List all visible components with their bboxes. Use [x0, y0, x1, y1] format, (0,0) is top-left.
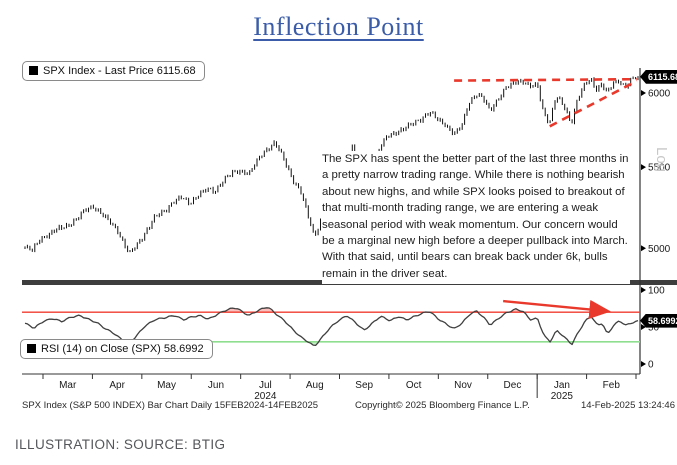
month-label-dec: Dec [504, 380, 522, 391]
rsi-legend-swatch-icon [27, 344, 36, 353]
price-5000-tick-icon [641, 245, 646, 252]
price-5000-label: 5000 [648, 244, 671, 255]
momentum-arrow [503, 299, 611, 320]
rsi-legend-label: RSI (14) on Close (SPX) 58.6992 [41, 343, 204, 355]
price-tag: 6115.68 [640, 69, 677, 84]
price-6000-tick-icon [641, 90, 646, 96]
footer-copyright: Copyright© 2025 Bloomberg Finance L.P. [355, 400, 530, 411]
month-label-jun: Jun [208, 380, 224, 391]
month-label-apr: Apr [109, 380, 125, 391]
chart-title: Inflection Point [253, 12, 424, 41]
price-5500-tick-icon [641, 164, 646, 171]
resistance-trendline [454, 77, 637, 82]
rsi-50-tick-icon [641, 324, 646, 330]
rsi-tag: 58.6992 [640, 313, 677, 328]
price-legend-swatch-icon [29, 66, 38, 75]
year-label-2024: 2024 [254, 391, 277, 402]
price-legend: SPX Index - Last Price 6115.68 [22, 61, 205, 81]
month-label-feb: Feb [603, 380, 621, 391]
month-label-mar: Mar [59, 380, 77, 391]
rsi-legend: RSI (14) on Close (SPX) 58.6992 [20, 339, 213, 359]
rsi-50-label: 50 [648, 323, 660, 334]
price-5500-label: 5500 [648, 163, 671, 174]
month-label-sep: Sep [355, 380, 373, 391]
year-label-2025: 2025 [551, 391, 574, 402]
month-label-may: May [157, 380, 176, 391]
rsi-100-tick-icon [641, 287, 646, 293]
price-6000-label: 6000 [648, 89, 671, 100]
price-legend-label: SPX Index - Last Price 6115.68 [43, 65, 196, 77]
log-scale-watermark: Log [653, 147, 670, 172]
footer-description: SPX Index (S&P 500 INDEX) Bar Chart Dail… [22, 400, 319, 411]
month-label-jan: Jan [554, 380, 570, 391]
month-label-oct: Oct [406, 380, 422, 391]
annotation-text: The SPX has spent the better part of the… [322, 153, 629, 280]
month-label-aug: Aug [306, 380, 324, 391]
rsi-0-tick-icon [641, 361, 646, 367]
annotation-box: The SPX has spent the better part of the… [322, 151, 630, 284]
month-label-nov: Nov [454, 380, 472, 391]
rsi-100-label: 100 [648, 286, 665, 297]
footer-timestamp: 14-Feb-2025 13:24:46 [580, 400, 675, 411]
source-caption: ILLUSTRATION: SOURCE: BTIG [15, 437, 226, 452]
month-label-jul: Jul [259, 380, 272, 391]
rising-support-trendline [549, 79, 638, 128]
rsi-0-label: 0 [648, 360, 654, 371]
